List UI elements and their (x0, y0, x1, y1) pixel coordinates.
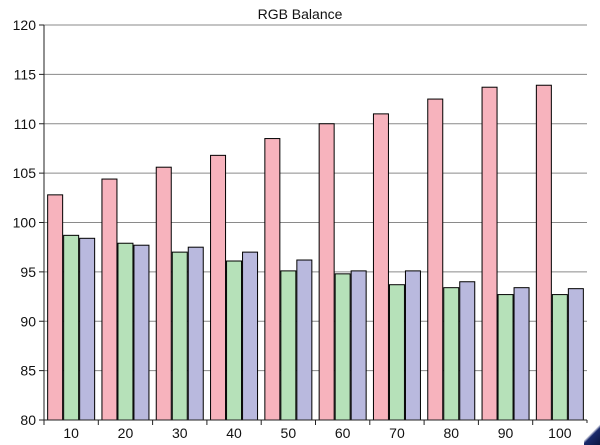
bar (318, 123, 335, 421)
bars (47, 84, 584, 421)
bar (296, 259, 313, 421)
bar (280, 270, 297, 421)
bar (372, 113, 389, 421)
bar (155, 166, 172, 421)
axes (39, 24, 588, 425)
bar (334, 273, 351, 421)
x-tick-label: 40 (226, 425, 242, 441)
corner-decoration (584, 423, 600, 445)
bar (535, 84, 552, 421)
x-tick-label: 70 (389, 425, 405, 441)
bar (210, 154, 227, 421)
x-tick-label: 80 (443, 425, 459, 441)
bar (63, 234, 80, 421)
chart-title: RGB Balance (258, 6, 343, 22)
x-tick-label: 20 (118, 425, 134, 441)
bar (101, 178, 118, 421)
bar (133, 244, 150, 421)
bar (171, 251, 188, 421)
bar (459, 281, 476, 421)
bar (79, 237, 96, 421)
bar (513, 287, 530, 421)
x-tick-labels: 10 20 30 40 50 60 70 80 90 100 (63, 425, 571, 441)
bar (242, 251, 259, 421)
y-tick-label: 90 (20, 313, 36, 329)
bar (47, 194, 64, 421)
bar (404, 270, 421, 421)
x-tick-label: 90 (498, 425, 514, 441)
x-tick-label: 100 (548, 425, 572, 441)
y-tick-labels: 80 85 90 95 100 105 110 115 120 (13, 17, 37, 428)
bar (567, 288, 584, 421)
y-tick-label: 120 (13, 17, 37, 33)
y-tick-label: 95 (20, 264, 36, 280)
x-tick-label: 30 (172, 425, 188, 441)
y-tick-label: 105 (13, 165, 37, 181)
bar (187, 246, 204, 421)
bar (497, 294, 514, 421)
y-tick-label: 80 (20, 412, 36, 428)
bar (481, 86, 498, 421)
x-tick-label: 60 (335, 425, 351, 441)
bar (226, 260, 243, 421)
bar (443, 287, 460, 421)
x-tick-label: 50 (281, 425, 297, 441)
bar (427, 98, 444, 421)
x-tick-label: 10 (63, 425, 79, 441)
y-tick-label: 85 (20, 363, 36, 379)
bar (117, 242, 134, 421)
bar (388, 284, 405, 421)
y-tick-label: 110 (14, 116, 37, 132)
y-tick-label: 115 (14, 66, 37, 82)
bar (350, 270, 367, 421)
bar (264, 138, 281, 421)
bar (551, 294, 568, 421)
y-tick-label: 100 (13, 215, 37, 231)
